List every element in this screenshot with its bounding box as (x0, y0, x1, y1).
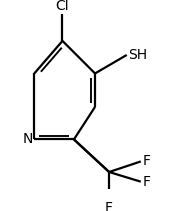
Text: Cl: Cl (56, 0, 69, 13)
Text: F: F (143, 154, 150, 168)
Text: F: F (105, 201, 113, 211)
Text: F: F (143, 175, 150, 189)
Text: N: N (23, 133, 33, 146)
Text: SH: SH (128, 48, 148, 62)
